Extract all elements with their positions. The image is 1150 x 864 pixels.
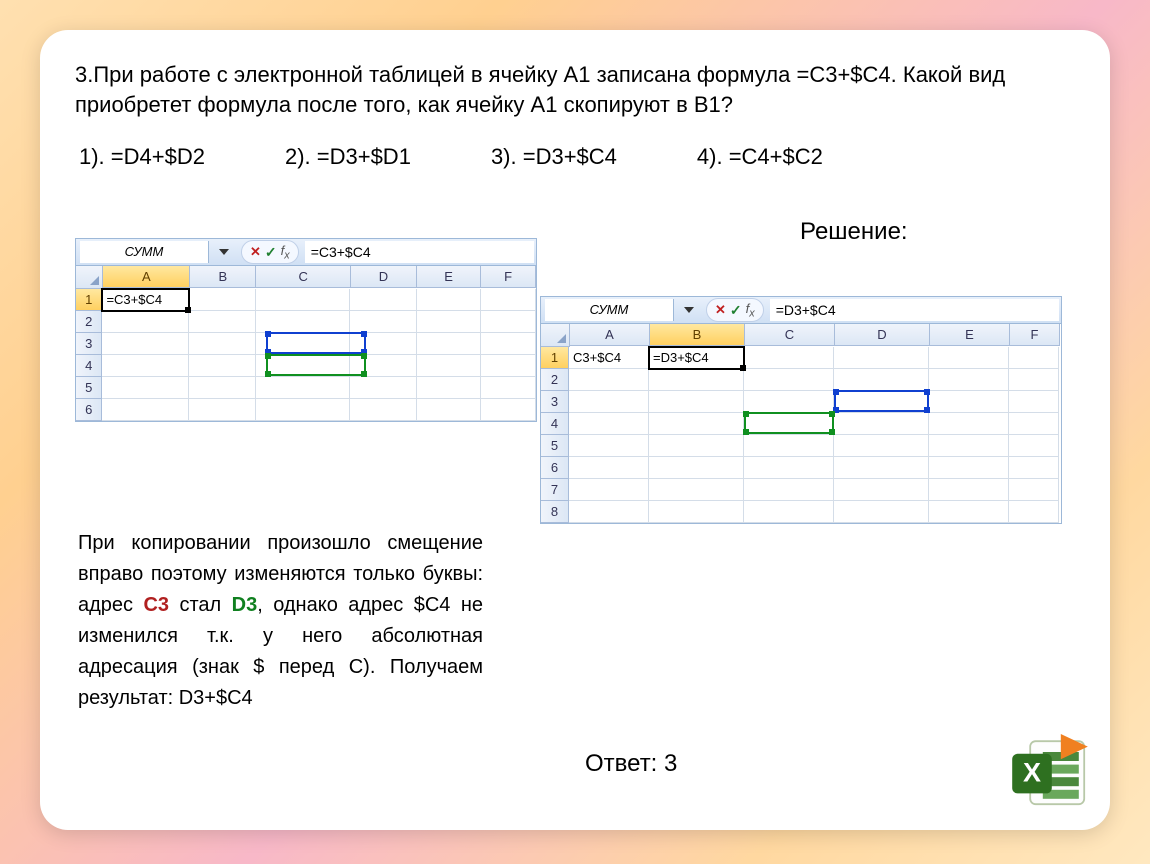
grid-2[interactable]: ABCDEF1C3+$C4=D3+$C42345678 [541,324,1061,523]
option-2: 2). =D3+$D1 [285,144,411,170]
explanation-text: При копировании произошло смещение вправ… [78,528,483,714]
exp-d3: D3 [232,594,258,616]
name-box[interactable]: СУММ [545,299,674,321]
cancel-icon[interactable]: ✕ [715,302,726,318]
option-3: 3). =D3+$C4 [491,144,617,170]
fx-icon[interactable]: fx [746,301,755,320]
option-1: 1). =D4+$D2 [79,144,205,170]
enter-icon[interactable]: ✓ [265,244,277,261]
fx-icon[interactable]: fx [281,243,290,262]
name-box[interactable]: СУММ [80,241,209,263]
excel-logo-icon: X [1005,725,1095,815]
excel-screenshot-2: СУММ ✕ ✓ fx =D3+$C4 ABCDEF1C3+$C4=D3+$C4… [540,296,1062,524]
cancel-icon[interactable]: ✕ [250,244,261,260]
option-4: 4). =C4+$C2 [697,144,823,170]
excel-screenshot-1: СУММ ✕ ✓ fx =C3+$C4 ABCDEF1=C3+$C423456 [75,238,537,422]
answer-options: 1). =D4+$D2 2). =D3+$D1 3). =D3+$C4 4). … [75,144,1075,170]
formula-bar: СУММ ✕ ✓ fx =C3+$C4 [76,239,536,266]
answer-text: Ответ: 3 [585,750,677,778]
exp-part: стал [169,594,232,616]
grid-1[interactable]: ABCDEF1=C3+$C423456 [76,266,536,421]
name-box-dropdown-icon[interactable] [219,249,229,255]
formula-content[interactable]: =D3+$C4 [770,299,1059,321]
formula-bar: СУММ ✕ ✓ fx =D3+$C4 [541,297,1061,324]
question-text: 3.При работе с электронной таблицей в яч… [75,60,1075,119]
slide-card: 3.При работе с электронной таблицей в яч… [40,30,1110,830]
fx-button-group: ✕ ✓ fx [706,298,764,322]
enter-icon[interactable]: ✓ [730,302,742,319]
name-box-dropdown-icon[interactable] [684,307,694,313]
formula-content[interactable]: =C3+$C4 [305,241,534,263]
fx-button-group: ✕ ✓ fx [241,240,299,264]
exp-c3: C3 [143,594,169,616]
svg-text:X: X [1023,758,1041,788]
solution-label: Решение: [800,218,908,246]
